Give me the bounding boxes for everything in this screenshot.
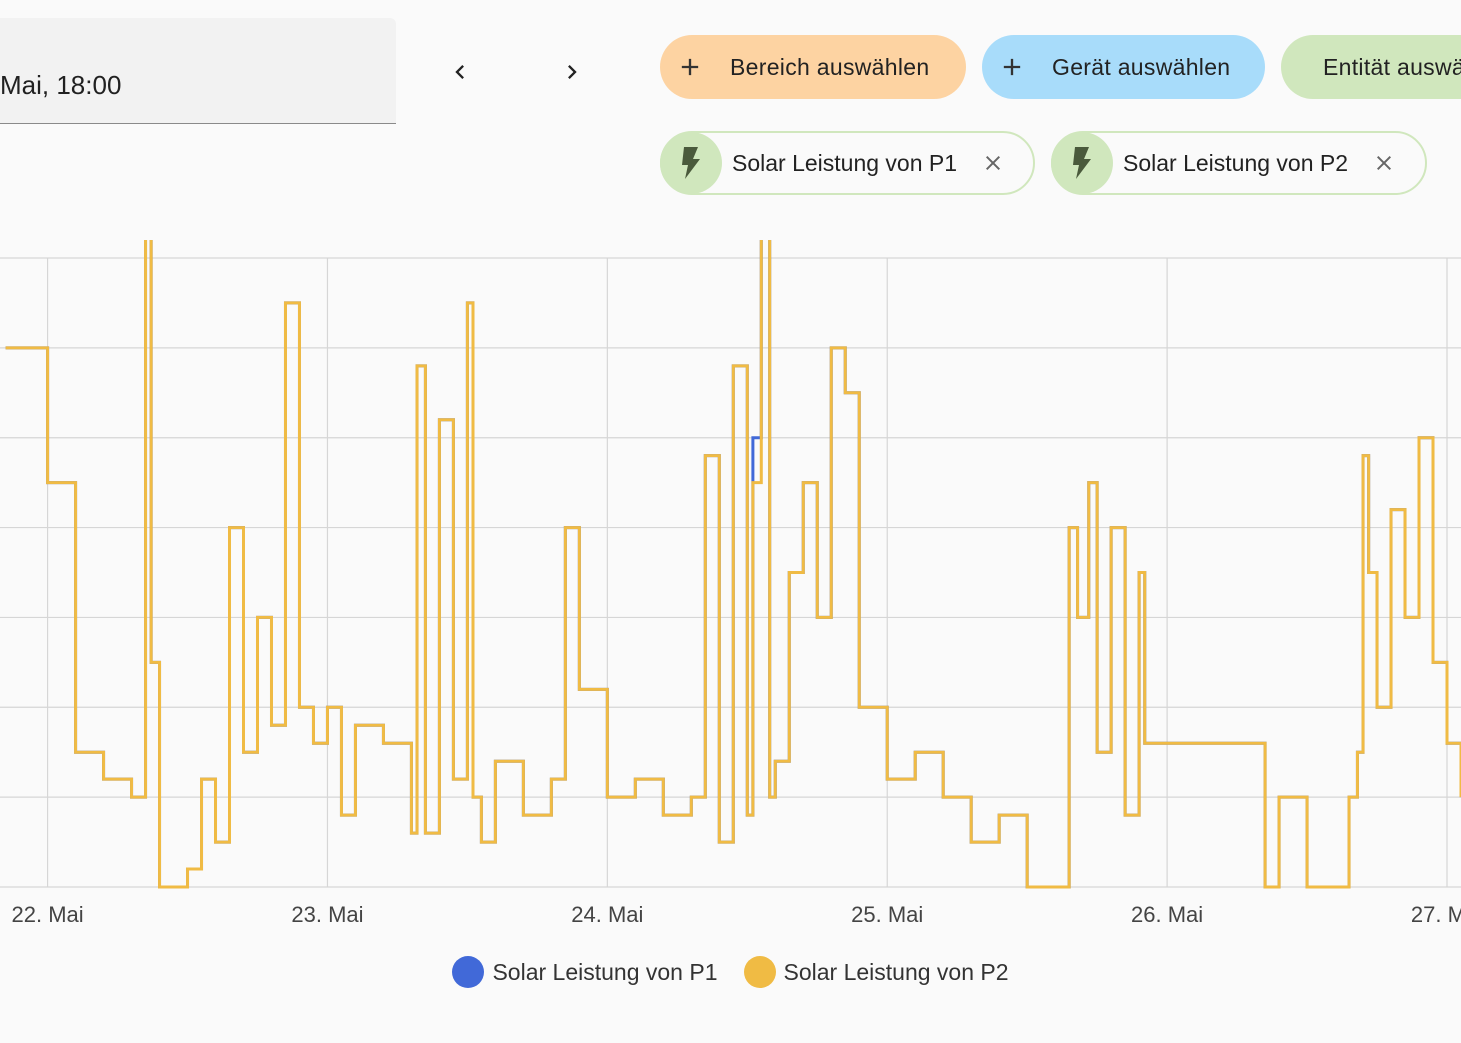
next-period-button[interactable] <box>544 44 600 100</box>
entity-chip-p2[interactable]: Solar Leistung von P2 <box>1051 131 1427 195</box>
x-tick-label: 24. Mai <box>571 902 643 927</box>
flash-icon <box>682 147 700 179</box>
legend-color-p1 <box>452 956 485 988</box>
chevron-right-icon <box>568 65 577 79</box>
date-range-picker[interactable]: Mai, 18:00 <box>0 18 396 124</box>
plus-icon <box>681 58 699 76</box>
x-tick-label: 25. Mai <box>851 902 923 927</box>
add-entity-chip[interactable]: Entität auswählen <box>1281 35 1461 99</box>
x-tick-label: 27. Mai <box>1411 902 1461 927</box>
flash-icon <box>1073 147 1091 179</box>
x-tick-label: 23. Mai <box>291 902 363 927</box>
entity-avatar <box>1051 132 1113 194</box>
x-tick-label: 26. Mai <box>1131 902 1203 927</box>
date-picker-value: Mai, 18:00 <box>0 70 122 100</box>
series-line-p2 <box>5 240 1461 889</box>
legend-item-p1[interactable]: Solar Leistung von P1 <box>452 956 718 988</box>
add-area-chip[interactable]: Bereich auswählen <box>660 35 966 99</box>
close-icon[interactable] <box>1372 151 1396 175</box>
chevron-left-icon <box>455 65 464 79</box>
x-tick-label: 22. Mai <box>12 902 84 927</box>
history-chart[interactable]: 22. Mai 23. Mai 24. Mai 25. Mai 26. Mai 27. M… <box>0 240 1461 940</box>
date-picker-label-fragment <box>0 46 3 60</box>
add-entity-label: Entität auswählen <box>1323 53 1461 80</box>
add-area-label: Bereich auswählen <box>730 53 930 80</box>
legend-label-p1: Solar Leistung von P1 <box>492 958 718 985</box>
chart-legend: Solar Leistung von P1 Solar Leistung von… <box>0 956 1461 988</box>
entity-chip-p1[interactable]: Solar Leistung von P1 <box>660 131 1035 195</box>
add-device-label: Gerät auswählen <box>1052 53 1231 80</box>
legend-color-p2 <box>743 956 776 988</box>
add-device-chip[interactable]: Gerät auswählen <box>982 35 1265 99</box>
legend-item-p2[interactable]: Solar Leistung von P2 <box>743 956 1009 988</box>
entity-chip-label: Solar Leistung von P2 <box>1123 149 1349 176</box>
plus-icon <box>1003 58 1021 76</box>
entity-chip-label: Solar Leistung von P1 <box>732 149 958 176</box>
close-icon[interactable] <box>981 151 1005 175</box>
legend-label-p2: Solar Leistung von P2 <box>783 958 1009 985</box>
entity-avatar <box>660 132 722 194</box>
previous-period-button[interactable] <box>432 44 488 100</box>
